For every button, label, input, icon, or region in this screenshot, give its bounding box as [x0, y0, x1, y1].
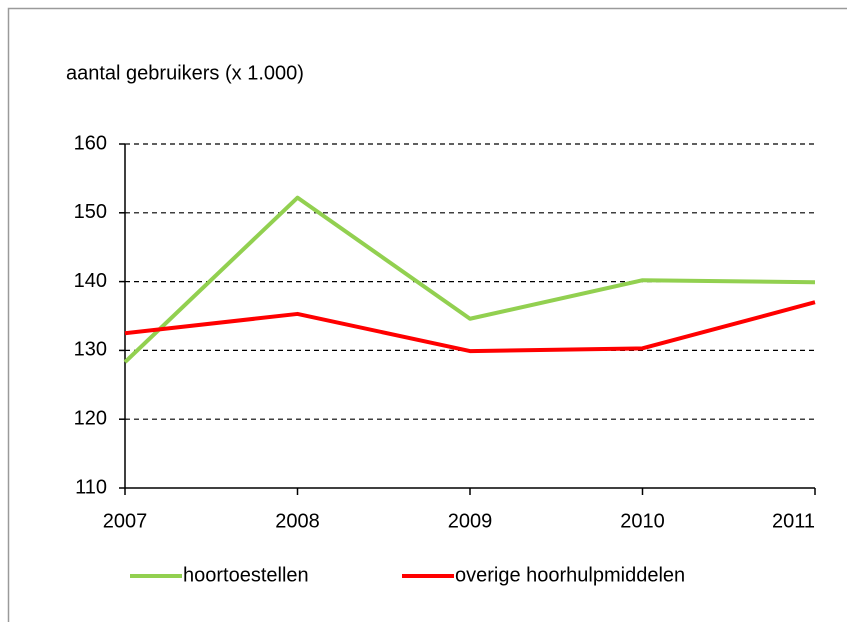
x-tick-label: 2010 — [620, 510, 665, 532]
y-tick-label: 110 — [75, 476, 107, 498]
x-tick-label: 2009 — [448, 510, 493, 532]
x-tick-label: 2011 — [772, 510, 815, 532]
legend-label: overige hoorhulpmiddelen — [455, 564, 685, 586]
chart-title: aantal gebruikers (x 1.000) — [66, 62, 304, 84]
legend-label: hoortoestellen — [183, 564, 309, 586]
x-tick-label: 2007 — [103, 510, 148, 532]
chart-frame — [7, 7, 847, 622]
y-tick-label: 140 — [74, 270, 107, 292]
series-line — [123, 195, 816, 364]
y-tick-label: 130 — [74, 339, 107, 361]
series-line — [124, 300, 816, 354]
y-tick-label: 160 — [74, 132, 107, 154]
x-tick-label: 2008 — [275, 510, 320, 532]
y-tick-label: 120 — [74, 407, 107, 429]
y-tick-label: 150 — [74, 201, 107, 223]
